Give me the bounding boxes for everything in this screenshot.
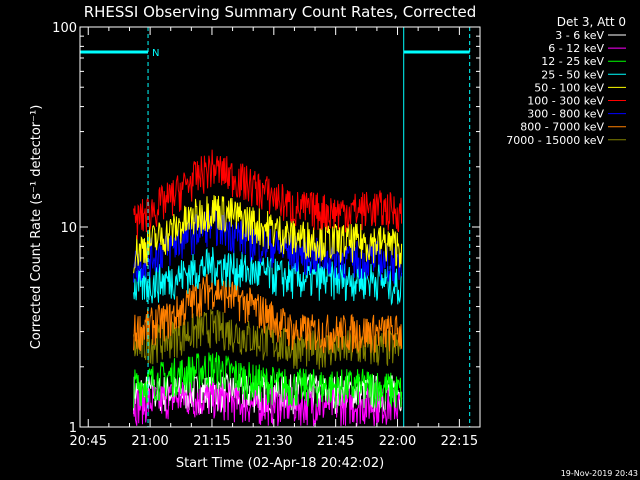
x-tick-label-3: 21:30 [255,434,292,449]
legend-label-5: 100 - 300 keV [527,95,604,108]
series-trace-5 [133,149,403,240]
x-tick-label-6: 22:15 [441,434,478,449]
y-axis-label: Corrected Count Rate (s⁻¹ detector⁻¹) [29,105,44,350]
x-tick-label-2: 21:15 [193,434,230,449]
series-trace-8 [133,309,403,370]
series-trace-4 [133,195,403,274]
footer-date: 19-Nov-2019 20:43 [561,469,638,478]
x-axis: 20:45 21:00 21:15 21:30 21:45 22:00 22:15 [70,27,481,449]
chart-title: RHESSI Observing Summary Count Rates, Co… [84,3,477,21]
y-tick-label-1: 10 [60,221,77,236]
x-tick-label-0: 20:45 [70,434,107,449]
legend-label-1: 6 - 12 keV [548,42,604,55]
x-axis-label: Start Time (02-Apr-18 20:42:02) [176,456,384,471]
marker-label-0: N [152,48,159,59]
legend-label-8: 7000 - 15000 keV [506,134,604,147]
legend-label-4: 50 - 100 keV [534,81,604,94]
x-tick-label-1: 21:00 [131,434,168,449]
series-trace-7 [133,274,403,354]
y-tick-label-2: 100 [52,21,77,36]
x-tick-label-5: 22:00 [379,434,416,449]
legend-label-3: 25 - 50 keV [541,68,604,81]
series-trace-2 [133,352,403,409]
legend-title: Det 3, Att 0 [557,15,626,29]
legend-label-0: 3 - 6 keV [555,29,604,42]
x-tick-label-4: 21:45 [317,434,354,449]
legend-label-2: 12 - 25 keV [541,55,604,68]
y-axis: 1 10 100 [52,21,480,436]
series-trace-3 [133,247,403,306]
legend-label-7: 800 - 7000 keV [520,121,604,134]
series-traces [133,149,403,427]
legend-label-6: 300 - 800 keV [527,108,604,121]
y-tick-label-0: 1 [69,421,77,436]
